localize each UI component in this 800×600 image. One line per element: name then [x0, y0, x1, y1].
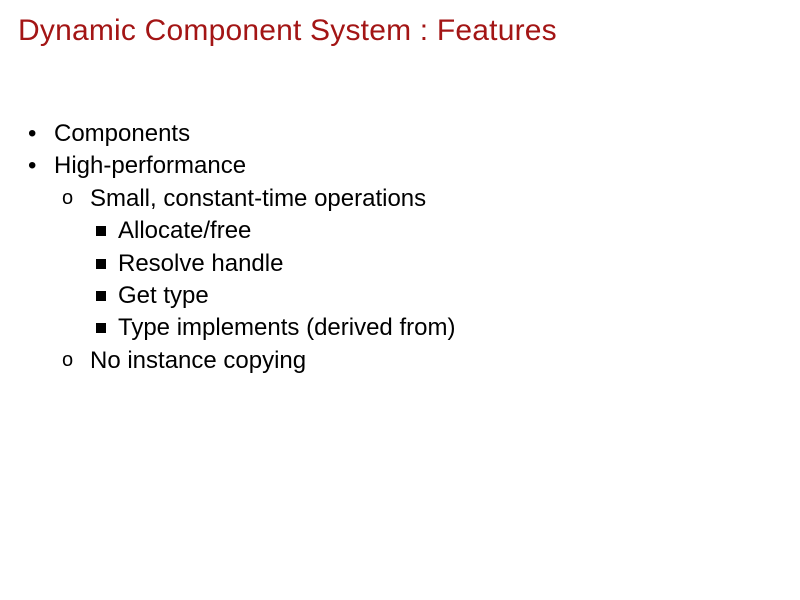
slide: Dynamic Component System : Features Comp…: [0, 0, 800, 600]
bullet-text: No instance copying: [90, 347, 306, 374]
bullet-list-level-3: Allocate/free Resolve handle Get type Ty…: [90, 215, 782, 345]
list-item: High-performance Small, constant-time op…: [18, 150, 782, 377]
bullet-text: Small, constant-time operations: [90, 185, 426, 212]
slide-body: Components High-performance Small, const…: [18, 118, 782, 377]
list-item: Small, constant-time operations Allocate…: [54, 183, 782, 345]
slide-title: Dynamic Component System : Features: [18, 14, 782, 48]
bullet-text: Allocate/free: [118, 217, 251, 244]
list-item: Components: [18, 118, 782, 150]
bullet-list-level-1: Components High-performance Small, const…: [18, 118, 782, 377]
bullet-text: Get type: [118, 282, 209, 309]
list-item: Get type: [90, 280, 782, 312]
bullet-text: High-performance: [54, 152, 246, 179]
bullet-list-level-2: Small, constant-time operations Allocate…: [54, 183, 782, 377]
bullet-text: Resolve handle: [118, 250, 283, 277]
list-item: Allocate/free: [90, 215, 782, 247]
list-item: Resolve handle: [90, 248, 782, 280]
bullet-text: Type implements (derived from): [118, 314, 455, 341]
list-item: Type implements (derived from): [90, 312, 782, 344]
list-item: No instance copying: [54, 345, 782, 377]
bullet-text: Components: [54, 120, 190, 147]
